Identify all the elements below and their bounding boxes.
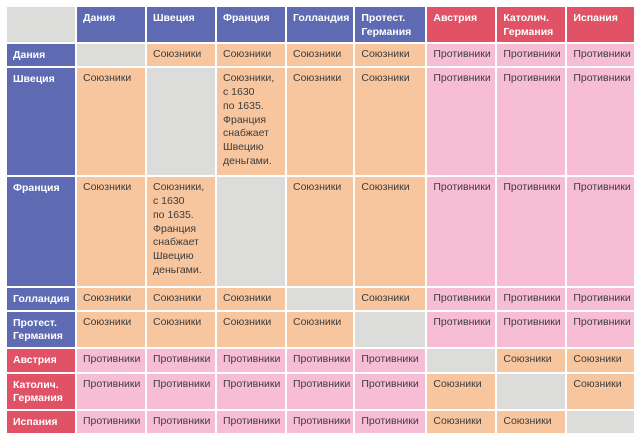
matrix-cell: Противники <box>287 411 354 433</box>
matrix-cell: Противники <box>427 44 496 66</box>
col-header-holland: Голландия <box>287 7 354 43</box>
matrix-cell: Союзники <box>355 67 426 175</box>
matrix-cell <box>355 311 426 347</box>
row-header-holland: Голландия <box>7 287 75 310</box>
col-header-catholic-germany: Католич. Германия <box>497 7 566 43</box>
col-header-protestant-germany: Протест. Германия <box>355 7 426 43</box>
matrix-cell <box>77 44 145 66</box>
matrix-cell: Противники <box>287 348 354 372</box>
matrix-cell: Союзники, с 1630 по 1635. Франция снабжа… <box>147 176 215 286</box>
matrix-cell: Союзники <box>217 44 285 66</box>
row-header-france: Франция <box>7 176 75 286</box>
matrix-cell: Противники <box>567 44 634 66</box>
matrix-cell: Союзники <box>567 348 634 372</box>
col-header-spain: Испания <box>567 7 634 43</box>
table-row: Швеция Союзники Союзники, с 1630 по 1635… <box>7 67 634 175</box>
matrix-cell: Союзники <box>147 44 215 66</box>
matrix-cell <box>567 411 634 433</box>
matrix-cell: Противники <box>147 411 215 433</box>
matrix-cell: Союзники <box>287 44 354 66</box>
matrix-cell: Союзники <box>497 348 566 372</box>
matrix-cell: Противники <box>497 287 566 310</box>
matrix-cell <box>287 287 354 310</box>
matrix-cell <box>217 176 285 286</box>
matrix-cell: Союзники <box>217 311 285 347</box>
corner-cell <box>7 7 75 43</box>
alliance-matrix-table: Дания Швеция Франция Голландия Протест. … <box>5 5 636 435</box>
matrix-cell: Союзники <box>567 373 634 410</box>
row-header-catholic-germany: Католич. Германия <box>7 373 75 410</box>
matrix-cell: Противники <box>497 67 566 175</box>
matrix-cell: Противники <box>567 67 634 175</box>
matrix-cell: Союзники <box>355 287 426 310</box>
matrix-cell: Союзники <box>287 176 354 286</box>
row-header-austria: Австрия <box>7 348 75 372</box>
matrix-cell: Противники <box>355 373 426 410</box>
matrix-cell: Союзники, с 1630 по 1635. Франция снабжа… <box>217 67 285 175</box>
table-row: Голландия Союзники Союзники Союзники Сою… <box>7 287 634 310</box>
matrix-cell: Союзники <box>497 411 566 433</box>
matrix-cell: Противники <box>427 67 496 175</box>
matrix-cell <box>147 67 215 175</box>
matrix-cell: Противники <box>567 287 634 310</box>
matrix-cell: Противники <box>147 373 215 410</box>
matrix-cell: Противники <box>427 176 496 286</box>
table-row: Франция Союзники Союзники, с 1630 по 163… <box>7 176 634 286</box>
matrix-cell: Противники <box>355 348 426 372</box>
matrix-cell: Союзники <box>147 287 215 310</box>
matrix-cell: Союзники <box>77 176 145 286</box>
matrix-cell: Противники <box>567 311 634 347</box>
matrix-cell: Противники <box>77 348 145 372</box>
matrix-cell: Противники <box>217 411 285 433</box>
row-header-spain: Испания <box>7 411 75 433</box>
row-header-denmark: Дания <box>7 44 75 66</box>
matrix-cell: Союзники <box>427 373 496 410</box>
col-header-sweden: Швеция <box>147 7 215 43</box>
table-row: Австрия Противники Противники Противники… <box>7 348 634 372</box>
col-header-austria: Австрия <box>427 7 496 43</box>
matrix-cell: Противники <box>287 373 354 410</box>
matrix-cell <box>427 348 496 372</box>
matrix-cell: Противники <box>77 411 145 433</box>
row-header-protestant-germany: Протест. Германия <box>7 311 75 347</box>
matrix-cell: Противники <box>147 348 215 372</box>
matrix-cell: Союзники <box>217 287 285 310</box>
matrix-cell: Противники <box>355 411 426 433</box>
row-header-sweden: Швеция <box>7 67 75 175</box>
matrix-cell: Союзники <box>77 311 145 347</box>
matrix-cell <box>497 373 566 410</box>
matrix-cell: Противники <box>217 348 285 372</box>
matrix-cell: Союзники <box>287 67 354 175</box>
col-header-france: Франция <box>217 7 285 43</box>
matrix-cell: Союзники <box>355 176 426 286</box>
matrix-cell: Противники <box>497 176 566 286</box>
table-row: Католич. Германия Противники Противники … <box>7 373 634 410</box>
matrix-cell: Противники <box>217 373 285 410</box>
matrix-cell: Союзники <box>147 311 215 347</box>
matrix-cell: Противники <box>497 44 566 66</box>
matrix-cell: Союзники <box>355 44 426 66</box>
table-row: Дания Союзники Союзники Союзники Союзник… <box>7 44 634 66</box>
matrix-cell: Союзники <box>287 311 354 347</box>
matrix-cell: Противники <box>427 311 496 347</box>
matrix-cell: Союзники <box>77 287 145 310</box>
matrix-cell: Противники <box>77 373 145 410</box>
table-row: Протест. Германия Союзники Союзники Союз… <box>7 311 634 347</box>
matrix-cell: Союзники <box>427 411 496 433</box>
table-row: Испания Противники Противники Противники… <box>7 411 634 433</box>
matrix-cell: Союзники <box>77 67 145 175</box>
col-header-denmark: Дания <box>77 7 145 43</box>
header-row: Дания Швеция Франция Голландия Протест. … <box>7 7 634 43</box>
matrix-cell: Противники <box>497 311 566 347</box>
matrix-cell: Противники <box>427 287 496 310</box>
matrix-cell: Противники <box>567 176 634 286</box>
